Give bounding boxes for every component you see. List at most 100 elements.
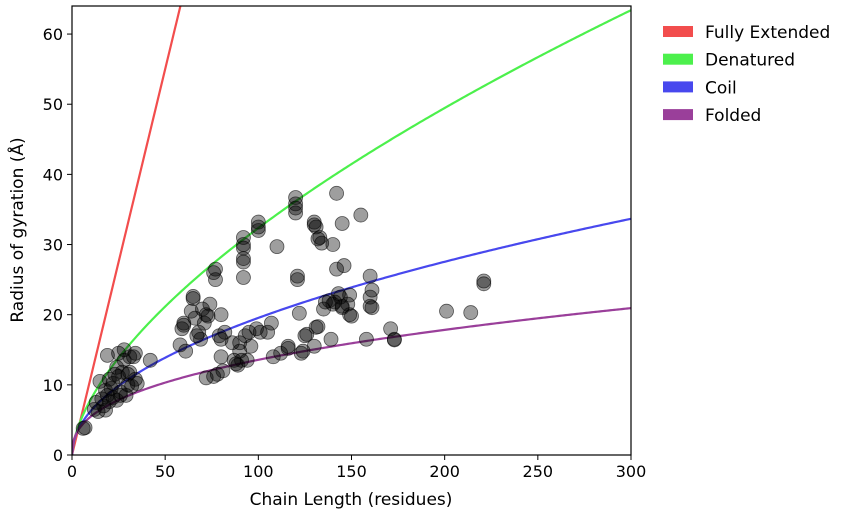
y-tick-label: 30 <box>43 236 63 255</box>
scatter-point <box>183 303 199 319</box>
scatter-point <box>288 200 304 216</box>
scatter-point <box>236 254 251 270</box>
scatter-point <box>334 216 350 231</box>
scatter-point <box>114 364 130 380</box>
scatter-point <box>386 332 402 348</box>
scatter-point <box>243 338 259 354</box>
y-tick-label: 0 <box>53 446 63 465</box>
scatter-point <box>306 217 322 233</box>
legend-label-denatured: Denatured <box>705 51 795 71</box>
scatter-point <box>142 352 158 368</box>
plot-frame <box>71 5 632 456</box>
scatter-point <box>77 420 93 436</box>
legend-label-fully-extended: Fully Extended <box>705 23 830 43</box>
scatter-point <box>215 363 231 379</box>
x-tick-label: 50 <box>155 462 175 481</box>
legend-swatch-denatured <box>663 53 693 65</box>
scatter-point <box>314 235 330 251</box>
legend-label-folded: Folded <box>705 106 761 126</box>
curves-layer <box>72 6 631 455</box>
scatter-point <box>439 303 454 319</box>
x-tick-label: 0 <box>67 462 77 481</box>
scatter-point <box>252 324 268 340</box>
scatter-point <box>359 331 374 347</box>
scatter-point <box>129 376 145 391</box>
curve-coil <box>72 217 631 455</box>
scatter-point <box>250 223 266 238</box>
scatter-point <box>172 337 188 353</box>
scatter-point <box>200 308 216 324</box>
x-tick-label: 200 <box>429 462 460 481</box>
x-axis: 0 50 100 150 200 250 300 <box>67 455 646 481</box>
scatter-point <box>310 319 326 335</box>
y-axis-label: Radius of gyration (Å) <box>6 137 28 322</box>
scatter-point <box>239 352 255 368</box>
scatter-point <box>312 230 328 245</box>
legend-swatch-folded <box>663 109 693 121</box>
scatter-point <box>291 305 307 321</box>
scatter-point <box>290 268 305 284</box>
scatter-point <box>342 287 358 303</box>
x-tick-label: 250 <box>523 462 554 481</box>
legend-label-coil: Coil <box>705 78 737 98</box>
scatter-point <box>269 239 285 255</box>
scatter-point <box>250 214 266 230</box>
scatter-point <box>213 307 229 323</box>
scatter-point <box>208 261 223 277</box>
scatter-point <box>288 205 304 221</box>
scatter-point <box>185 289 201 304</box>
scatter-point <box>364 300 380 316</box>
x-tick-label: 150 <box>336 462 367 481</box>
scatter-point <box>293 345 309 361</box>
scatter-point <box>213 331 229 347</box>
scatter-points <box>75 185 492 436</box>
scatter-point <box>217 324 233 340</box>
scatter-point <box>325 237 341 252</box>
scatter-point <box>353 207 369 223</box>
scatter-point <box>323 331 339 347</box>
scatter-point <box>213 349 229 365</box>
legend-swatch-fully-extended <box>663 26 693 37</box>
scatter-point <box>260 324 276 340</box>
legend: Fully Extended Denatured Coil Folded <box>663 23 830 126</box>
scatter-point <box>176 315 192 331</box>
y-tick-label: 40 <box>43 165 63 184</box>
scatter-point <box>98 402 113 418</box>
curve-fully-extended <box>72 6 182 455</box>
scatter-point <box>120 366 136 382</box>
scatter-point <box>288 190 304 205</box>
scatter-point <box>362 268 378 284</box>
scatter-point <box>234 352 249 368</box>
scatter-point <box>476 276 492 292</box>
scatter-point <box>236 251 251 266</box>
y-tick-label: 50 <box>43 95 63 114</box>
y-tick-label: 20 <box>43 306 63 325</box>
y-axis: 0 10 20 30 40 50 60 <box>43 25 72 465</box>
scatter-point <box>198 370 214 386</box>
scatter-point <box>336 258 352 273</box>
legend-swatch-coil <box>663 81 693 93</box>
scatter-point <box>327 294 343 310</box>
scatter-point <box>250 219 266 235</box>
x-axis-label: Chain Length (residues) <box>250 490 453 510</box>
scatter-point <box>202 296 218 312</box>
x-tick-label: 100 <box>243 462 274 481</box>
scatter-point <box>306 338 322 354</box>
scatter-point <box>178 343 194 359</box>
scatter-point <box>92 373 108 389</box>
curve-folded <box>72 307 631 455</box>
scatter-point <box>113 387 128 403</box>
scatter-point <box>344 308 359 324</box>
scatter-point <box>364 282 380 298</box>
y-tick-label: 60 <box>43 25 63 44</box>
x-tick-label: 300 <box>616 462 647 481</box>
scatter-point <box>100 347 115 363</box>
scatter-point <box>280 338 296 354</box>
scatter-point <box>208 272 223 288</box>
scatter-point <box>463 305 479 320</box>
scatter-point <box>236 270 251 285</box>
y-tick-label: 10 <box>43 376 63 395</box>
scatter-point <box>290 272 305 288</box>
scatter-point <box>193 331 208 347</box>
